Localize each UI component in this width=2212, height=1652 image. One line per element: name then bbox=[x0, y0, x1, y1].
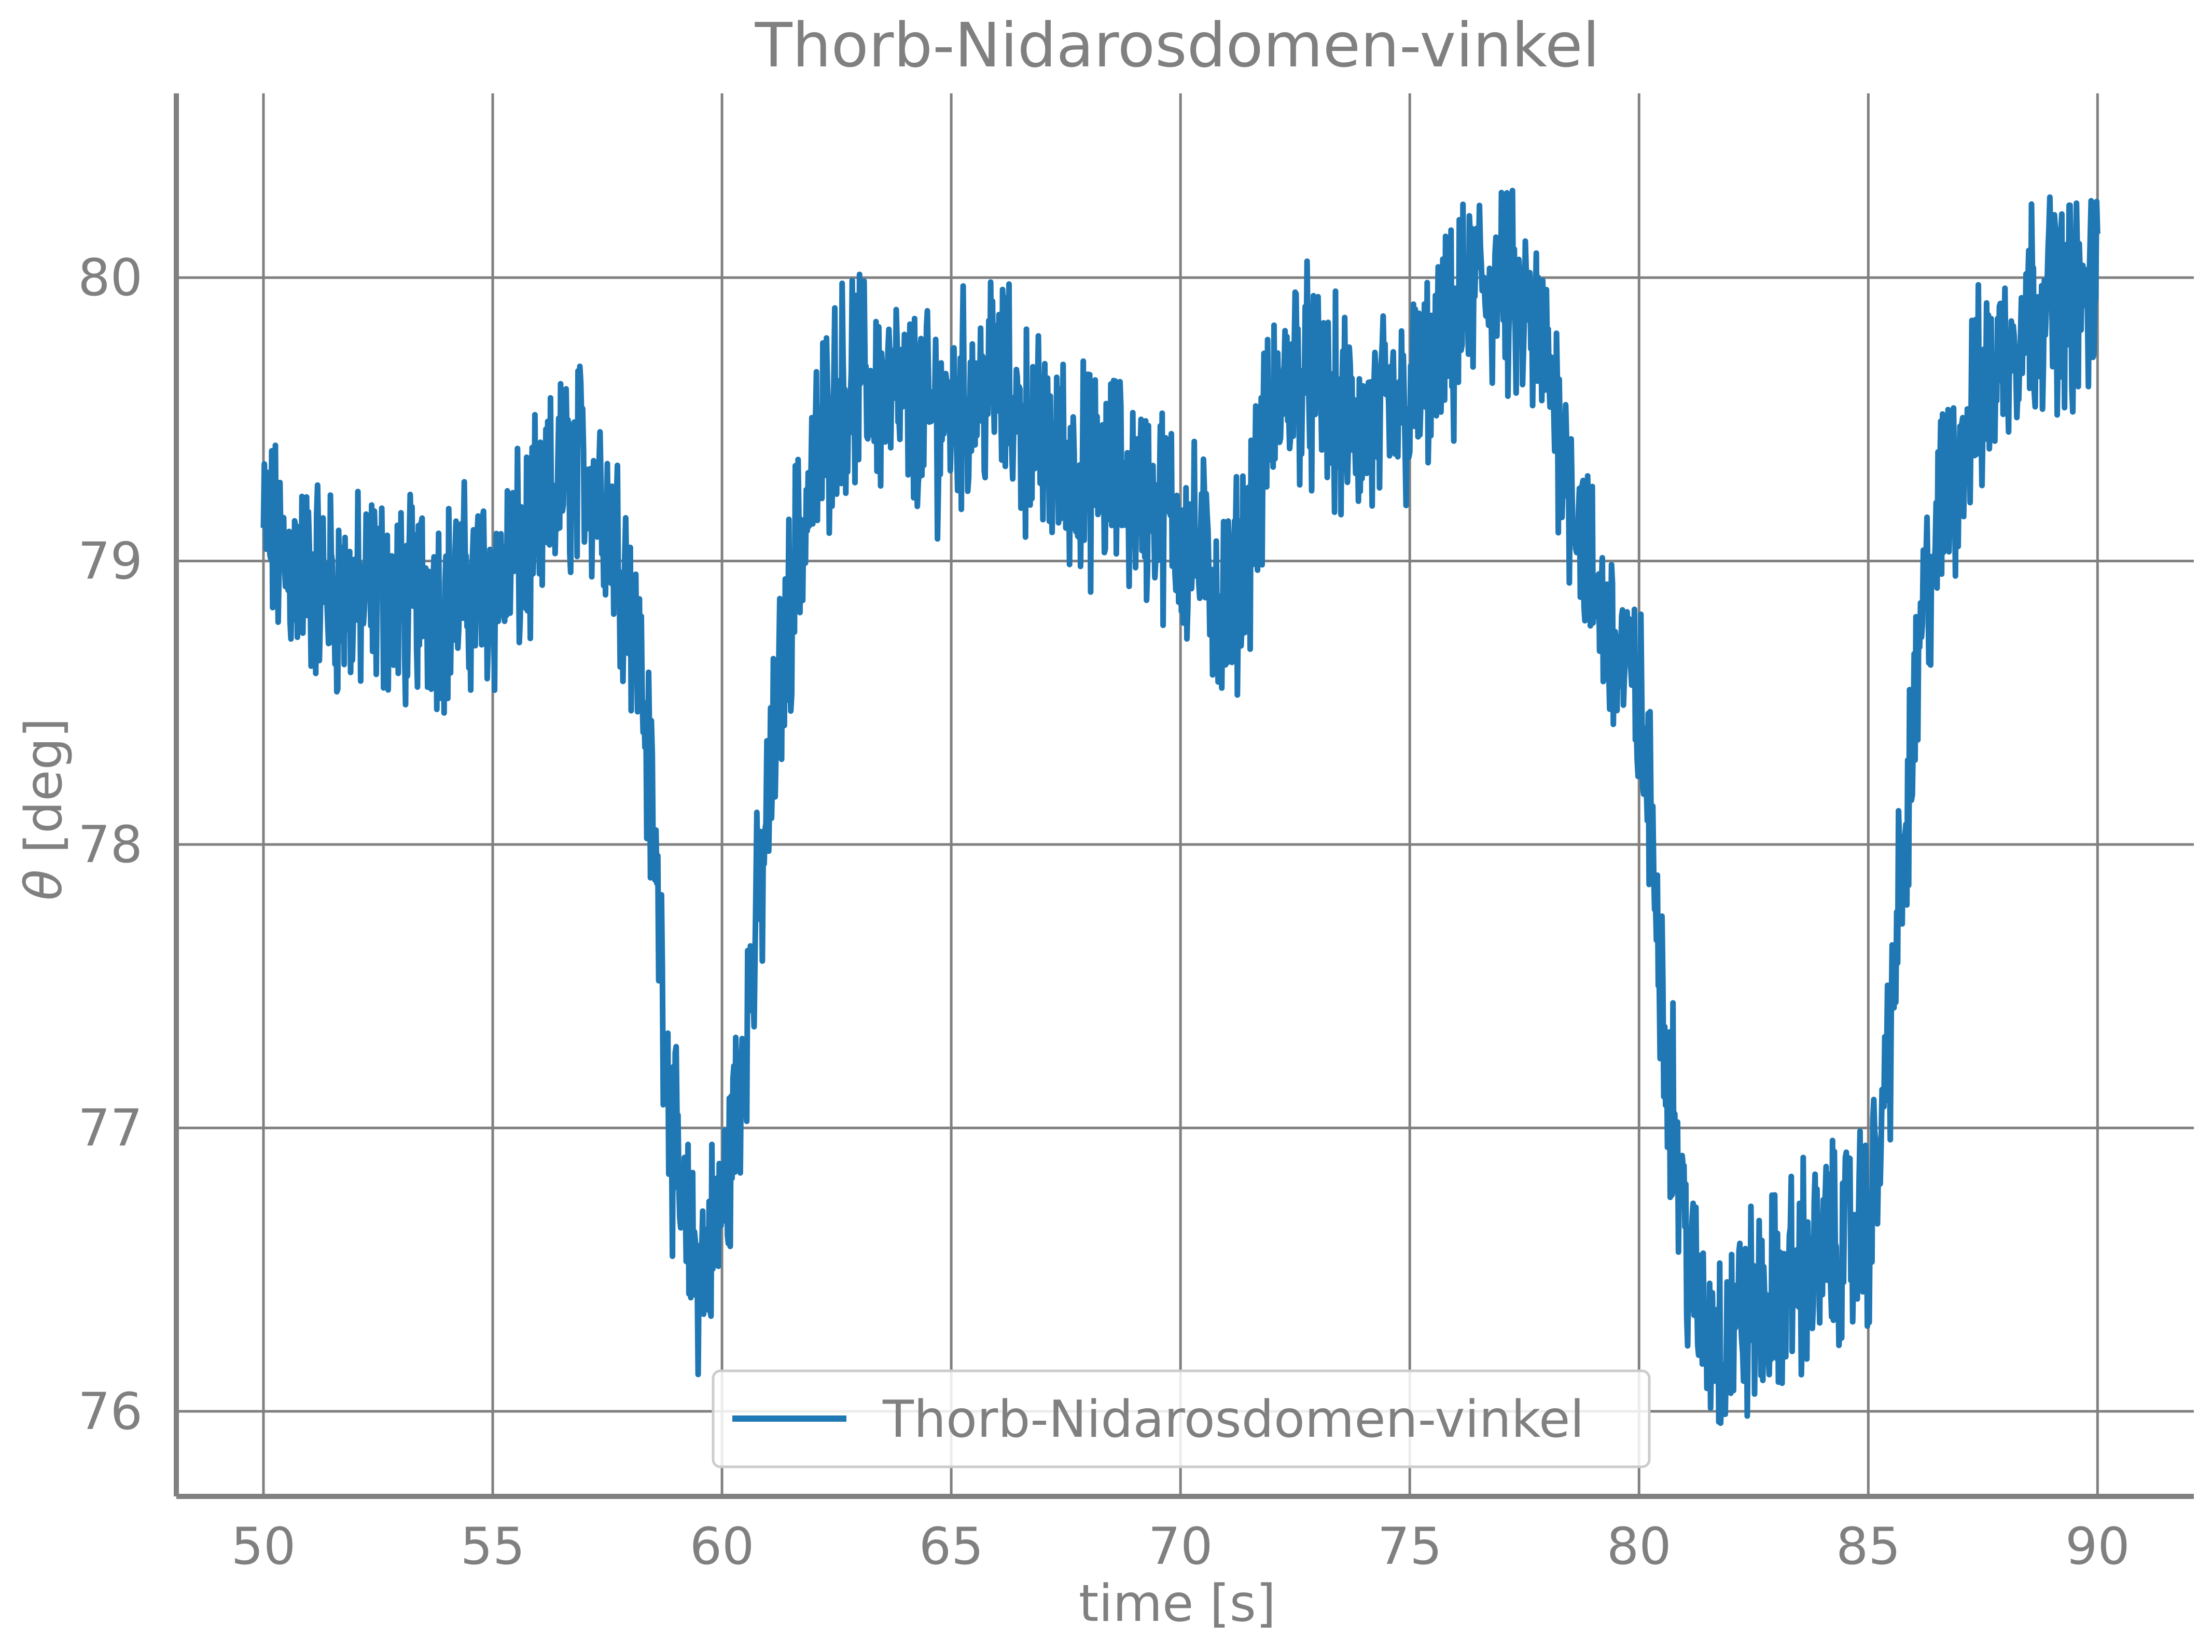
y-axis-label-unit: [deg] bbox=[15, 718, 74, 853]
x-axis-label: time [s] bbox=[1079, 1574, 1276, 1633]
axes-layer bbox=[174, 93, 2194, 1499]
legend-label: Thorb-Nidarosdomen-vinkel bbox=[882, 1390, 1584, 1449]
ticks-layer: 50 55 60 65 70 75 80 85 90 76 77 78 79 80 bbox=[78, 248, 2130, 1576]
y-tick-label: 79 bbox=[78, 532, 143, 591]
x-tick-label: 55 bbox=[461, 1517, 525, 1576]
grid-layer bbox=[176, 93, 2194, 1496]
x-tick-label: 90 bbox=[2065, 1517, 2130, 1576]
y-tick-label: 77 bbox=[78, 1099, 143, 1158]
x-tick-label: 70 bbox=[1148, 1517, 1213, 1576]
x-tick-label: 60 bbox=[690, 1517, 755, 1576]
x-tick-label: 80 bbox=[1607, 1517, 1672, 1576]
x-tick-label: 75 bbox=[1378, 1517, 1442, 1576]
y-axis-label: θ [deg] bbox=[15, 718, 74, 900]
x-tick-label: 65 bbox=[919, 1517, 984, 1576]
y-tick-label: 78 bbox=[78, 815, 143, 874]
series-line bbox=[260, 188, 2100, 1426]
x-tick-label: 85 bbox=[1836, 1517, 1901, 1576]
series-layer bbox=[260, 188, 2100, 1426]
y-tick-label: 80 bbox=[78, 248, 143, 308]
chart-title: Thorb-Nidarosdomen-vinkel bbox=[755, 9, 1600, 81]
y-axis-label-symbol: θ bbox=[15, 869, 74, 900]
legend-box bbox=[712, 1369, 1651, 1468]
x-tick-label: 50 bbox=[231, 1517, 296, 1576]
y-tick-label: 76 bbox=[78, 1382, 143, 1441]
legend: Thorb-Nidarosdomen-vinkel bbox=[712, 1369, 1651, 1468]
